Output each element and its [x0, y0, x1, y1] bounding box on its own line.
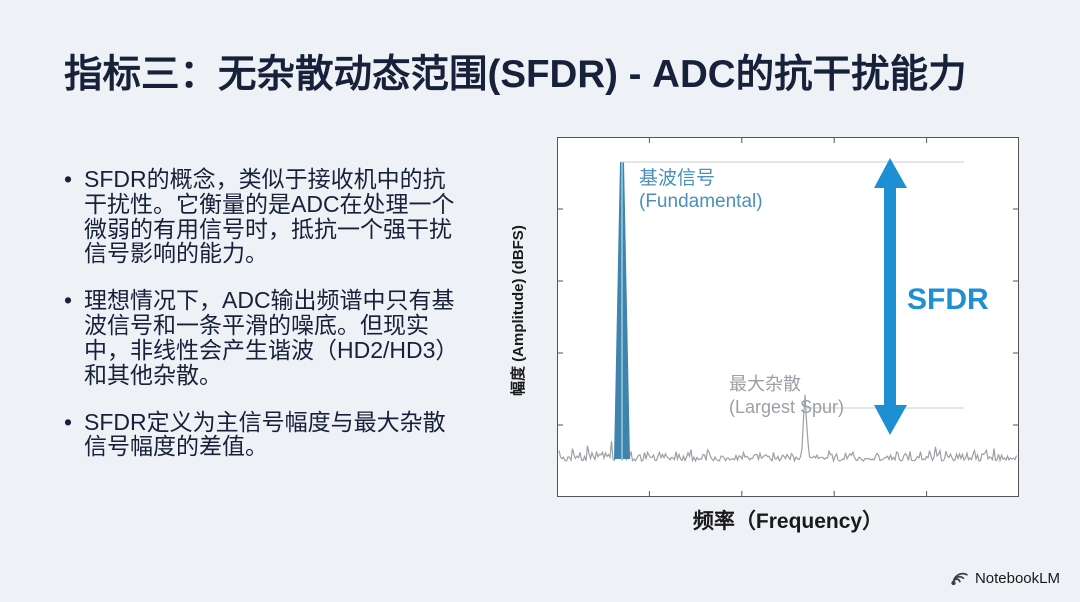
svg-text:(Fundamental): (Fundamental)	[639, 191, 763, 212]
svg-text:(Largest Spur): (Largest Spur)	[729, 397, 844, 417]
svg-text:基波信号: 基波信号	[639, 167, 715, 189]
svg-text:SFDR: SFDR	[907, 283, 989, 316]
svg-text:最大杂散: 最大杂散	[729, 374, 801, 394]
